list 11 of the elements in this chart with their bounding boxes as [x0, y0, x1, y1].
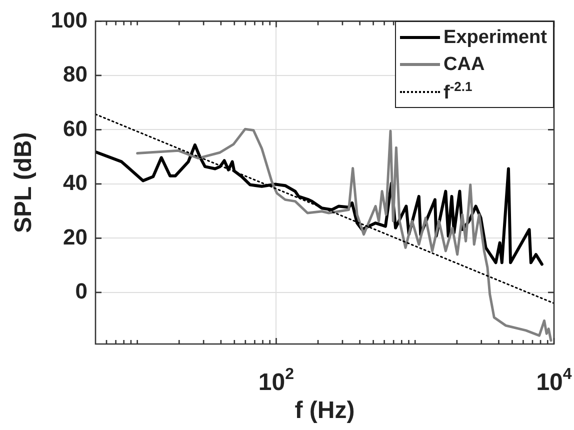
legend-label: f$^{-2.1}$: [444, 79, 472, 104]
y-tick-label: 20: [63, 224, 88, 250]
x-axis-title: f (Hz): [294, 397, 355, 424]
y-tick-label: 100: [50, 7, 88, 32]
y-axis-title: SPL (dB): [10, 132, 38, 234]
legend-label: Experiment: [444, 26, 547, 49]
y-tick-label: 80: [63, 62, 88, 87]
y-tick-label: 40: [63, 170, 88, 196]
y-tick-label: 60: [63, 116, 88, 141]
y-tick-label: 0: [75, 278, 88, 304]
legend-label: CAA: [444, 54, 485, 76]
